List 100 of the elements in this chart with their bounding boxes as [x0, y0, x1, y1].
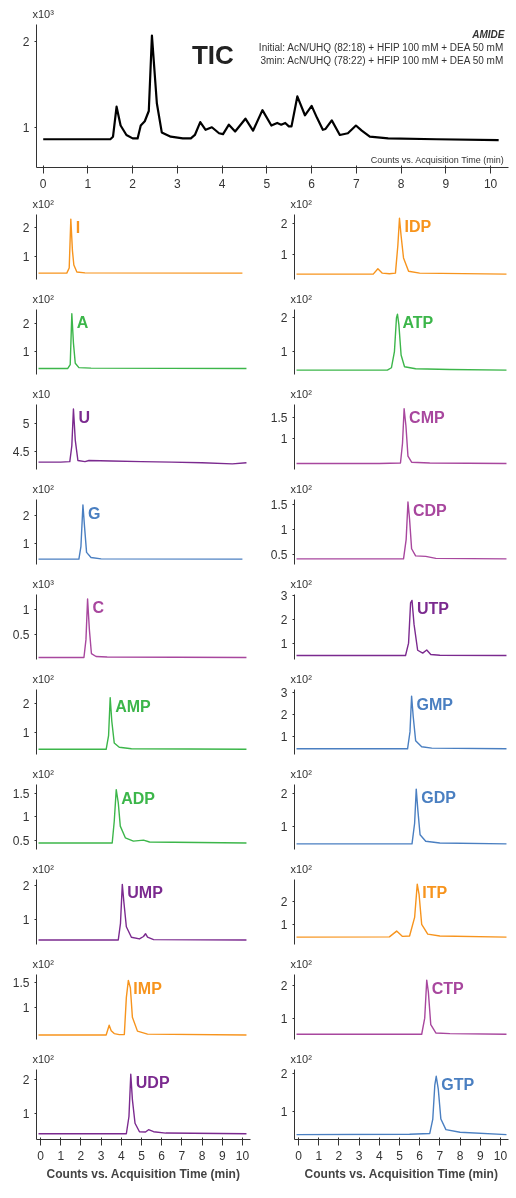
y-axis-title: x10²: [32, 1052, 55, 1065]
y-tick-label: 1: [280, 248, 288, 263]
x-tick-label: 6: [308, 176, 316, 191]
chart-title: I: [75, 219, 81, 237]
y-tick-label: 2: [22, 878, 30, 893]
y-tick-label: 2: [22, 35, 30, 50]
x-tick-label: 10: [483, 176, 498, 191]
x-tick-label: 1: [84, 176, 92, 191]
line-series: [295, 313, 508, 371]
y-tick-label: 2: [280, 612, 288, 627]
y-tick-label: 1: [280, 1105, 288, 1119]
line-series: [37, 313, 248, 370]
y-axis-title: x10²: [290, 672, 313, 685]
y-tick-label: 1: [22, 537, 30, 552]
y-axis-title: x10²: [32, 672, 55, 685]
line-series: [295, 501, 508, 560]
chart-title: GMP: [416, 696, 454, 714]
y-tick-label: 2: [280, 787, 288, 802]
line-series: [37, 218, 244, 274]
x-tick-label: 4: [218, 176, 226, 191]
x-tick-label: 9: [476, 1148, 484, 1163]
line-series: [295, 599, 508, 657]
y-tick-label: 3: [280, 685, 288, 700]
y-tick-label: 1.5: [12, 976, 30, 991]
x-tick-label: 1: [315, 1148, 323, 1163]
line-series: [295, 408, 508, 465]
y-tick-label: 4.5: [12, 444, 30, 459]
chart-title: CMP: [409, 408, 446, 426]
y-tick-label: 1: [22, 1000, 30, 1015]
y-axis-title: x10²: [32, 482, 55, 495]
x-tick-label: 9: [218, 1148, 226, 1163]
line-series: [295, 695, 508, 750]
chart-title: C: [92, 598, 105, 616]
x-tick-label: 10: [493, 1148, 508, 1163]
x-tick-label: 5: [396, 1148, 404, 1163]
chart-title: CTP: [431, 980, 465, 998]
y-tick-label: 1: [280, 729, 288, 744]
y-tick-label: 1: [22, 120, 30, 135]
y-tick-label: 2: [280, 311, 288, 326]
y-tick-label: 1: [22, 913, 30, 928]
annotation: 3min: AcN/UHQ (78:22) + HFIP 100 mM + DEA 50 mM: [260, 54, 504, 66]
y-tick-label: 1.5: [12, 786, 30, 801]
y-axis-title: x10²: [290, 767, 313, 780]
y-tick-label: 2: [280, 894, 288, 909]
line-series: [295, 1075, 508, 1136]
line-series: [37, 504, 244, 560]
chart-title: UDP: [135, 1074, 170, 1092]
x-tick-label: 1: [57, 1148, 65, 1163]
y-axis-title: x10²: [290, 957, 313, 970]
x-tick-label: 0: [39, 176, 47, 191]
chart-title: U: [78, 409, 91, 427]
y-axis-title: x10²: [290, 577, 313, 590]
chart-title: UTP: [417, 600, 450, 618]
line-series: [37, 788, 248, 844]
y-axis-title: x10²: [32, 767, 55, 780]
y-tick-label: 3: [280, 589, 288, 604]
chart-title: UMP: [127, 884, 164, 902]
y-tick-label: 2: [280, 216, 288, 231]
x-tick-label: 9: [442, 176, 450, 191]
y-tick-label: 1: [280, 917, 288, 932]
line-series: [37, 408, 248, 465]
x-tick-label: 3: [355, 1148, 363, 1163]
x-axis-title: Counts vs. Acquisition Time (min): [304, 1166, 498, 1181]
x-axis-title: Counts vs. Acquisition Time (min): [46, 1166, 240, 1181]
x-tick-label: 7: [436, 1148, 444, 1163]
y-tick-label: 1.5: [270, 497, 288, 512]
chart-title: IMP: [133, 980, 163, 998]
line-series: [295, 788, 508, 845]
chart-title: ITP: [422, 884, 448, 902]
y-axis-title: x10²: [290, 862, 313, 875]
y-axis-title: x10²: [290, 387, 313, 400]
y-tick-label: 0.5: [270, 548, 288, 563]
x-tick-label: 2: [335, 1148, 343, 1163]
x-tick-label: 0: [37, 1148, 45, 1163]
chart-title: ATP: [402, 314, 434, 332]
text: TIC: [191, 39, 235, 70]
y-tick-label: 2: [22, 1072, 30, 1087]
chart-title: GDP: [421, 789, 457, 807]
chart-title: GTP: [441, 1076, 475, 1094]
line-series: [37, 883, 248, 941]
x-tick-label: 7: [178, 1148, 186, 1163]
x-tick-label: 6: [158, 1148, 166, 1163]
x-tick-label: 0: [295, 1148, 303, 1163]
y-axis-title: x10²: [32, 292, 55, 305]
x-tick-label: 6: [416, 1148, 424, 1163]
x-tick-label: 5: [138, 1148, 146, 1163]
y-tick-label: 1: [22, 1106, 30, 1121]
y-tick-label: 2: [22, 316, 30, 331]
y-axis-title: x10³: [32, 7, 55, 20]
y-axis-title: x10²: [32, 197, 55, 210]
y-axis-title: x10²: [32, 862, 55, 875]
line-series: [295, 883, 508, 938]
x-tick-label: 7: [353, 176, 361, 191]
y-axis-title: x10²: [290, 1052, 313, 1065]
text: AMP: [115, 697, 152, 715]
chart-title: G: [87, 504, 101, 522]
y-tick-label: 1: [280, 636, 288, 651]
x-tick-label: 4: [117, 1148, 125, 1163]
y-axis-title: x10²: [32, 957, 55, 970]
y-tick-label: 2: [22, 221, 30, 235]
